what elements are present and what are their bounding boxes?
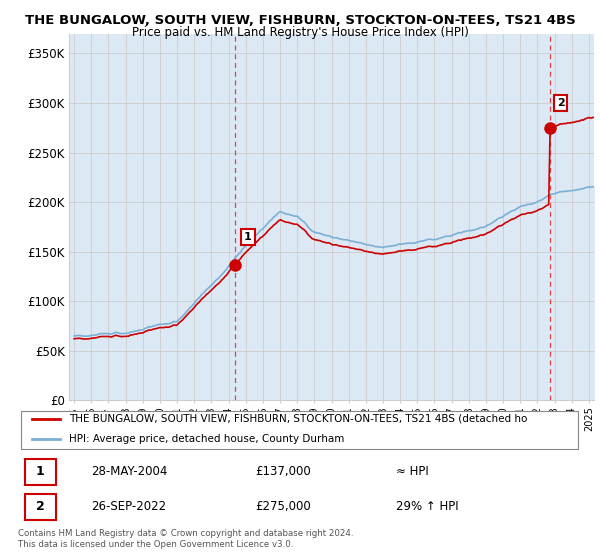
FancyBboxPatch shape bbox=[21, 411, 578, 449]
Text: 26-SEP-2022: 26-SEP-2022 bbox=[91, 500, 166, 514]
Text: THE BUNGALOW, SOUTH VIEW, FISHBURN, STOCKTON-ON-TEES, TS21 4BS: THE BUNGALOW, SOUTH VIEW, FISHBURN, STOC… bbox=[25, 14, 575, 27]
Text: £137,000: £137,000 bbox=[255, 465, 311, 478]
FancyBboxPatch shape bbox=[25, 459, 56, 485]
Text: HPI: Average price, detached house, County Durham: HPI: Average price, detached house, Coun… bbox=[69, 434, 344, 444]
Text: 2: 2 bbox=[557, 98, 565, 108]
Text: £275,000: £275,000 bbox=[255, 500, 311, 514]
Text: 1: 1 bbox=[35, 465, 44, 478]
Text: Contains HM Land Registry data © Crown copyright and database right 2024.
This d: Contains HM Land Registry data © Crown c… bbox=[18, 529, 353, 549]
Text: ≈ HPI: ≈ HPI bbox=[396, 465, 428, 478]
Text: 29% ↑ HPI: 29% ↑ HPI bbox=[396, 500, 458, 514]
Text: THE BUNGALOW, SOUTH VIEW, FISHBURN, STOCKTON-ON-TEES, TS21 4BS (detached ho: THE BUNGALOW, SOUTH VIEW, FISHBURN, STOC… bbox=[69, 414, 527, 424]
Text: 28-MAY-2004: 28-MAY-2004 bbox=[91, 465, 167, 478]
FancyBboxPatch shape bbox=[25, 493, 56, 520]
Text: Price paid vs. HM Land Registry's House Price Index (HPI): Price paid vs. HM Land Registry's House … bbox=[131, 26, 469, 39]
Text: 2: 2 bbox=[35, 500, 44, 514]
Text: 1: 1 bbox=[244, 232, 252, 242]
